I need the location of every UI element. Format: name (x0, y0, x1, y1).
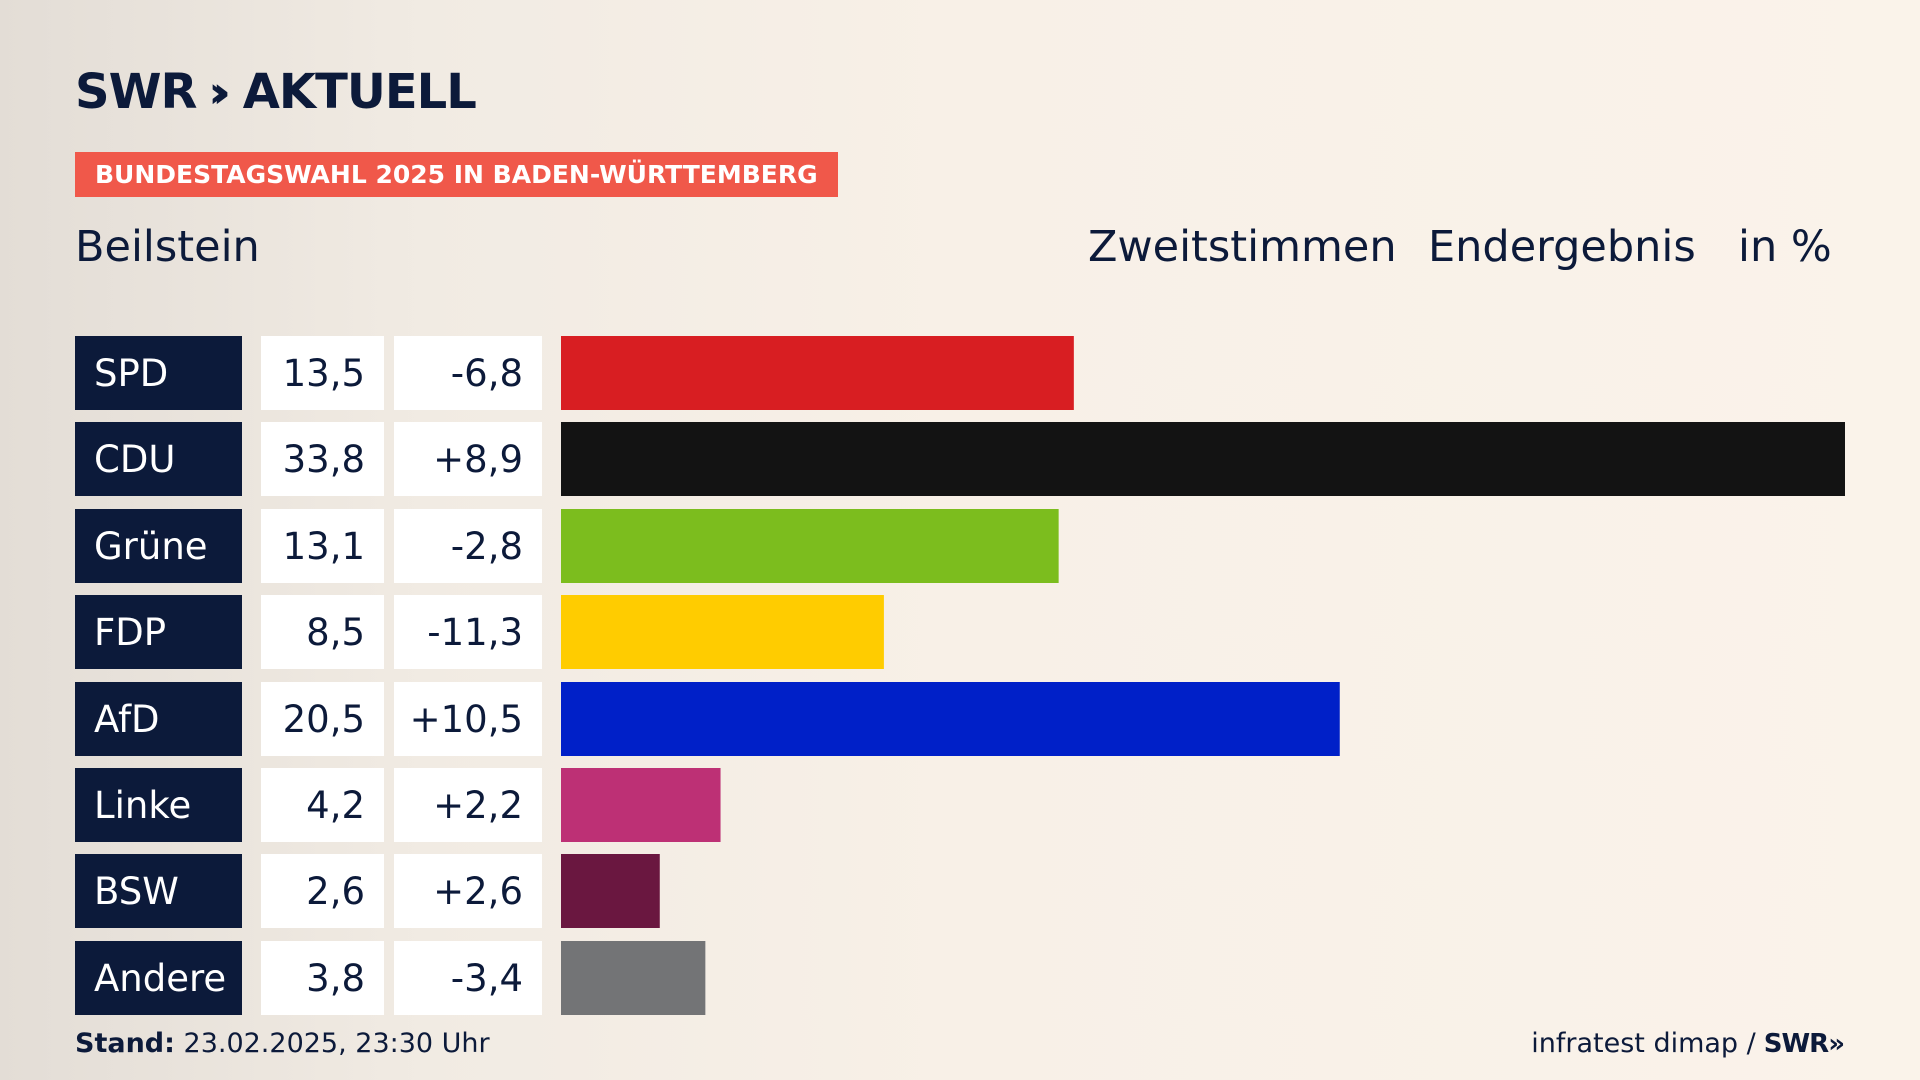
party-label: FDP (94, 611, 166, 654)
swr-aktuell-logo: SWR ›› AKTUELL (75, 64, 477, 120)
change-label: -3,4 (451, 957, 523, 1000)
chart-row-bsw: BSW 2,6 +2,6 (75, 854, 660, 928)
value-label: 8,5 (306, 611, 365, 654)
change-cell (394, 336, 542, 410)
bar-grüne (561, 509, 1059, 583)
change-cell (394, 595, 542, 669)
chart-row-spd: SPD 13,5 -6,8 (75, 336, 1074, 410)
bar-linke (561, 768, 721, 842)
value-label: 13,5 (283, 352, 365, 395)
logo-swr-text: SWR (75, 64, 197, 120)
column-header-vote: Zweitstimmen (1088, 222, 1397, 272)
party-label: CDU (94, 438, 175, 481)
party-label: AfD (94, 698, 160, 741)
change-cell (394, 509, 542, 583)
party-label: Linke (94, 784, 191, 827)
chart-row-linke: Linke 4,2 +2,2 (75, 768, 721, 842)
change-label: -6,8 (451, 352, 523, 395)
change-cell (394, 422, 542, 496)
source-text: infratest dimap / (1531, 1028, 1756, 1059)
column-header-result: Endergebnis (1428, 222, 1696, 272)
logo-aktuell-text: AKTUELL (242, 64, 477, 120)
change-cell (394, 941, 542, 1015)
change-cell (394, 768, 542, 842)
place-title: Beilstein (75, 222, 260, 272)
value-cell (261, 336, 384, 410)
swr-small-logo: SWR» (1763, 1028, 1845, 1059)
chart-row-andere: Andere 3,8 -3,4 (75, 941, 706, 1015)
bar-afd (561, 682, 1340, 756)
chart-row-fdp: FDP 8,5 -11,3 (75, 595, 884, 669)
change-label: -11,3 (427, 611, 523, 654)
change-label: +2,2 (433, 784, 523, 827)
change-label: +8,9 (433, 438, 523, 481)
party-cell (75, 422, 242, 496)
value-label: 3,8 (306, 957, 365, 1000)
party-cell (75, 854, 242, 928)
value-label: 13,1 (283, 525, 365, 568)
stand-value: 23.02.2025, 23:30 Uhr (183, 1028, 490, 1059)
chart-row-cdu: CDU 33,8 +8,9 (75, 422, 1845, 496)
party-label: SPD (94, 352, 168, 395)
change-label: -2,8 (451, 525, 523, 568)
value-label: 20,5 (283, 698, 365, 741)
value-label: 33,8 (283, 438, 365, 481)
value-label: 4,2 (306, 784, 365, 827)
bar-andere (561, 941, 706, 1015)
party-label: Grüne (94, 525, 208, 568)
value-cell (261, 682, 384, 756)
election-banner: BUNDESTAGSWAHL 2025 IN BADEN-WÜRTTEMBERG (75, 152, 838, 197)
value-cell (261, 595, 384, 669)
party-cell (75, 336, 242, 410)
party-label: BSW (94, 870, 179, 913)
party-cell (75, 595, 242, 669)
change-label: +10,5 (410, 698, 523, 741)
party-cell (75, 682, 242, 756)
value-label: 2,6 (306, 870, 365, 913)
timestamp: Stand: 23.02.2025, 23:30 Uhr (75, 1028, 490, 1059)
change-cell (394, 854, 542, 928)
value-cell (261, 509, 384, 583)
stand-label: Stand: (75, 1028, 175, 1059)
value-cell (261, 422, 384, 496)
value-cell (261, 941, 384, 1015)
chart-row-afd: AfD 20,5 +10,5 (75, 682, 1340, 756)
source-credit: infratest dimap / SWR» (1531, 1028, 1845, 1059)
bar-fdp (561, 595, 884, 669)
chart-row-grüne: Grüne 13,1 -2,8 (75, 509, 1059, 583)
party-label: Andere (94, 957, 226, 1000)
column-header-unit: in % (1738, 222, 1832, 272)
change-cell (394, 682, 542, 756)
party-cell (75, 509, 242, 583)
value-cell (261, 854, 384, 928)
value-cell (261, 768, 384, 842)
change-label: +2,6 (433, 870, 523, 913)
bar-bsw (561, 854, 660, 928)
party-cell (75, 768, 242, 842)
party-cell (75, 941, 242, 1015)
bar-spd (561, 336, 1074, 410)
bar-cdu (561, 422, 1845, 496)
